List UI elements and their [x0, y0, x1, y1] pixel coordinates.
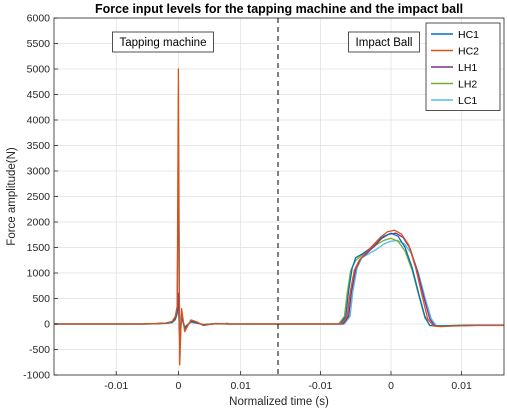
y-axis-label: Force amplitude(N) — [6, 147, 18, 246]
y-tick-label: -500 — [29, 344, 50, 356]
series-line-lh1-tapping — [54, 292, 278, 340]
y-tick-label: 1500 — [27, 242, 51, 254]
annotation-tapping-machine-label: Tapping machine — [120, 37, 207, 49]
series-line-lc1-tapping — [54, 300, 278, 335]
y-tick-label: 3000 — [27, 166, 51, 178]
annotation-impact-ball-label: Impact Ball — [356, 37, 413, 49]
y-tick-label: 500 — [32, 293, 50, 305]
legend: HC1 HC2 LH1 LH2 LC1 — [425, 22, 501, 111]
annotation-tapping-machine: Tapping machine — [112, 31, 214, 53]
series-line-hc2-tapping — [54, 68, 278, 366]
y-tick-label: 4000 — [27, 115, 51, 127]
x-tick-label: 0.01 — [230, 380, 251, 392]
x-tick-label: -0.01 — [104, 380, 128, 392]
y-tick-label: -1000 — [23, 370, 50, 382]
legend-label-lh1: LH1 — [458, 62, 477, 74]
legend-label-hc1: HC1 — [458, 29, 479, 41]
y-tick-label: 2000 — [27, 217, 51, 229]
y-tick-label: 5000 — [27, 64, 51, 76]
x-axis-label: Normalized time (s) — [229, 396, 329, 408]
y-tick-label: 2500 — [27, 191, 51, 203]
y-tick-label: 3500 — [27, 140, 51, 152]
legend-label-lh2: LH2 — [458, 78, 477, 90]
y-tick-label: 6000 — [27, 13, 51, 25]
series-layer — [54, 68, 504, 366]
x-tick-label: -0.01 — [308, 380, 332, 392]
y-tick-label: 1000 — [27, 268, 51, 280]
x-tick-label: 0 — [176, 380, 182, 392]
series-line-lh2-tapping — [54, 295, 278, 338]
y-tick-label: 0 — [44, 319, 50, 331]
annotation-impact-ball: Impact Ball — [348, 31, 420, 53]
chart-title: Force input levels for the tapping machi… — [95, 2, 463, 16]
x-tick-label: 0 — [388, 380, 394, 392]
axis-ticks: -1000 -500 0 500 1000 1500 2000 2500 3000 3500 400… — [23, 13, 472, 392]
legend-label-hc2: HC2 — [458, 45, 479, 57]
y-tick-label: 4500 — [27, 89, 51, 101]
x-tick-label: 0.01 — [451, 380, 472, 392]
y-tick-label: 5500 — [27, 38, 51, 50]
series-line-hc2-impact — [278, 229, 504, 328]
legend-label-lc1: LC1 — [458, 95, 477, 107]
